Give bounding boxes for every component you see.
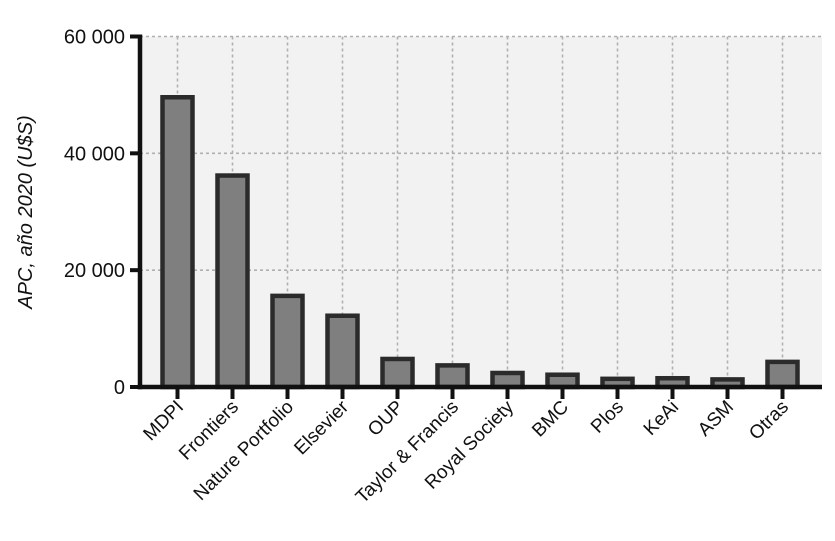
- axes-layer: [130, 34, 822, 399]
- y-tick-label: 40 000: [64, 143, 125, 165]
- x-tick-label: ASM: [694, 397, 738, 441]
- x-tick-label: MDPI: [140, 397, 188, 445]
- x-tick-label: BMC: [528, 397, 573, 442]
- bar: [765, 359, 800, 390]
- plot-background-layer: [140, 36, 822, 387]
- bar: [160, 95, 195, 390]
- x-tick-label: Nature Portfolio: [190, 397, 298, 505]
- x-tick-label: KeAi: [640, 397, 683, 440]
- bar: [215, 173, 250, 390]
- x-tick-label: OUP: [364, 397, 408, 441]
- x-tick-label: Elsevier: [290, 396, 353, 459]
- bar: [435, 363, 470, 390]
- y-tick-label: 20 000: [64, 260, 125, 282]
- y-axis-title: APC, año 2020 (U$S): [15, 115, 37, 309]
- bar: [270, 293, 305, 390]
- bar: [380, 356, 415, 390]
- x-tick-label: Plos: [587, 397, 628, 438]
- y-tick-label: 60 000: [64, 27, 125, 49]
- x-tick-label: Otras: [745, 397, 793, 445]
- y-tick-label: 0: [114, 377, 125, 399]
- plot-background: [140, 36, 822, 387]
- bar: [325, 313, 360, 390]
